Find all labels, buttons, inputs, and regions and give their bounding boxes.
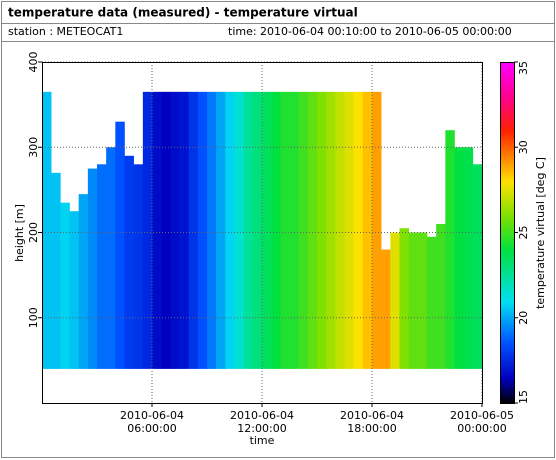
heat-column — [436, 223, 446, 369]
x-tick-label: 2010-06-05 00:00:00 — [450, 409, 514, 435]
heat-column — [69, 211, 79, 369]
heat-column — [197, 91, 208, 369]
heat-column — [152, 91, 162, 369]
time-range: time: 2010-06-04 00:10:00 to 2010-06-05 … — [228, 25, 512, 38]
heat-column — [381, 249, 391, 369]
heat-column — [408, 232, 419, 369]
heat-column — [179, 91, 189, 369]
heat-column — [87, 168, 98, 369]
y-tick-label: 100 — [27, 307, 40, 328]
heat-column — [472, 164, 483, 369]
heat-column — [317, 91, 327, 369]
heat-column — [362, 91, 373, 369]
heat-column — [124, 155, 134, 369]
heat-column — [298, 91, 309, 369]
heat-column — [51, 172, 61, 369]
y-tick-label: 400 — [27, 52, 40, 73]
heat-column — [417, 232, 428, 369]
heat-column — [97, 164, 107, 369]
heat-column — [207, 91, 217, 369]
heat-column — [142, 91, 153, 369]
heat-column — [307, 91, 318, 369]
heat-column — [454, 147, 464, 369]
colorbar-tick-label: 30 — [517, 140, 530, 154]
x-tick-label: 2010-06-04 12:00:00 — [230, 409, 294, 435]
heat-column — [344, 91, 354, 369]
x-tick-label: 2010-06-04 06:00:00 — [120, 409, 184, 435]
heat-column — [390, 232, 400, 369]
heat-column — [133, 164, 144, 369]
heat-column — [225, 91, 235, 369]
heat-column — [170, 91, 180, 369]
y-axis-label: height [m] — [13, 204, 26, 262]
heat-column — [216, 91, 226, 369]
heat-column — [399, 228, 409, 369]
heat-column — [271, 91, 281, 369]
heat-column — [115, 121, 125, 369]
station: station : METEOCAT1 — [8, 25, 123, 38]
colorbar-tick-label: 35 — [517, 61, 530, 75]
x-axis-label: time — [250, 434, 275, 447]
heat-column — [427, 236, 437, 369]
heat-column — [289, 91, 299, 369]
heat-column — [234, 91, 244, 369]
colorbar — [500, 62, 515, 404]
heat-column — [78, 194, 89, 369]
x-tick-label: 2010-06-04 18:00:00 — [340, 409, 404, 435]
heat-column — [326, 91, 336, 369]
colorbar-tick-label: 25 — [517, 226, 530, 240]
colorbar-label: temperature virtual [deg C] — [534, 157, 547, 309]
heat-column — [463, 147, 474, 369]
heat-column — [280, 91, 290, 369]
heat-column — [106, 147, 116, 369]
heat-column — [262, 91, 272, 369]
heat-column — [188, 91, 199, 369]
heat-column — [252, 91, 263, 369]
colorbar-tick-label: 15 — [517, 390, 530, 404]
colorbar-tick-label: 20 — [517, 311, 530, 325]
y-tick-label: 200 — [27, 222, 40, 243]
heat-column — [161, 91, 171, 369]
heat-column — [335, 91, 345, 369]
heat-column — [445, 130, 455, 369]
heat-column — [60, 202, 70, 369]
heat-column — [243, 91, 254, 369]
title: temperature data (measured) - temperatur… — [8, 6, 358, 20]
heat-column — [42, 91, 52, 369]
heat-column — [372, 91, 382, 369]
heat-column — [353, 91, 364, 369]
y-tick-label: 300 — [27, 137, 40, 158]
